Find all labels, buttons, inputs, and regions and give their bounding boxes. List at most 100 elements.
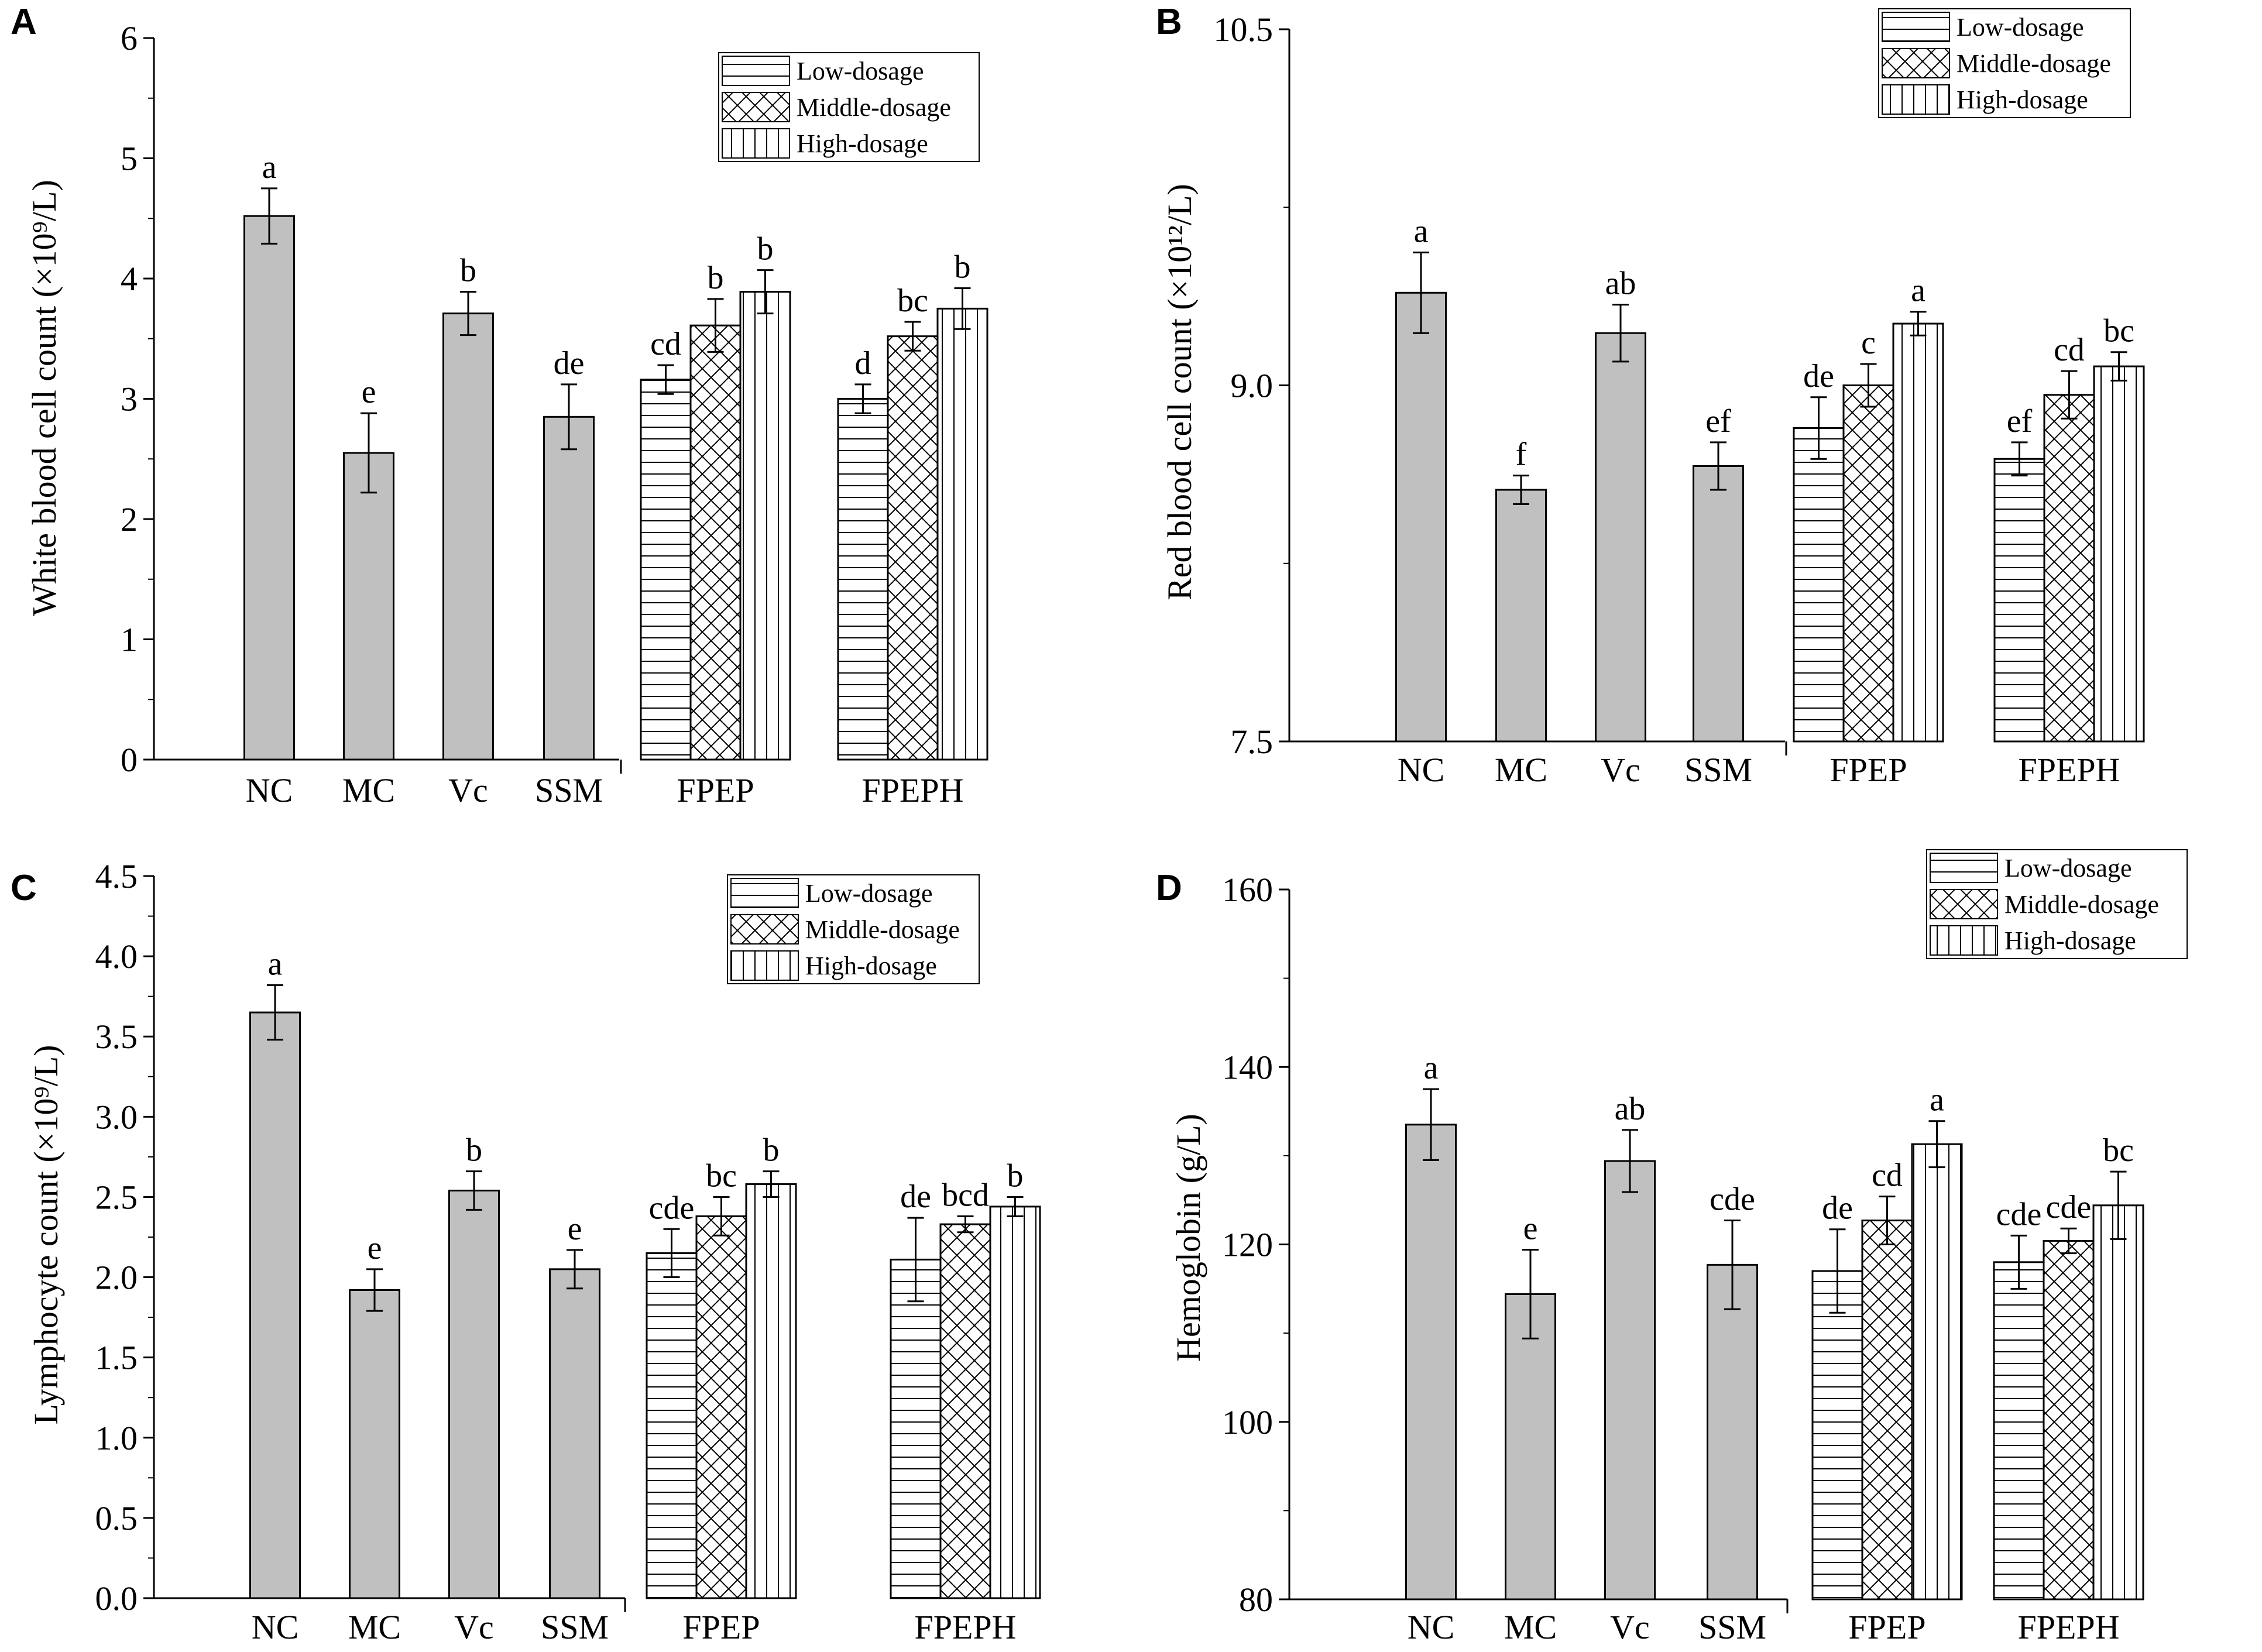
significance-label: a — [262, 149, 277, 186]
legend-swatch-middle — [1930, 889, 1998, 919]
significance-label: e — [568, 1211, 582, 1247]
legend-swatch-high — [722, 128, 790, 159]
legend-swatch-middle — [1882, 48, 1950, 78]
significance-label: e — [362, 374, 376, 410]
bar-fpeph-high — [936, 307, 988, 761]
legend-swatch-high — [1882, 84, 1950, 115]
significance-label: bc — [706, 1158, 737, 1194]
significance-label: cde — [2046, 1189, 2092, 1225]
legend-label-middle: Middle-dosage — [1956, 49, 2111, 78]
bar-fpeph-middle — [939, 1223, 991, 1599]
y-tick-label: 10.5 — [1214, 11, 1274, 49]
x-category-label: FPEPH — [914, 1608, 1016, 1646]
y-axis-title: Hemoglobin (g/L) — [1169, 1114, 1207, 1362]
x-category-label: NC — [246, 771, 293, 809]
x-category-label: FPEP — [682, 1608, 760, 1646]
x-category-label: NC — [252, 1608, 299, 1646]
significance-label: cd — [1872, 1158, 1903, 1194]
bar-ssm — [1707, 1263, 1758, 1601]
legend-label-high: High-dosage — [1956, 85, 2088, 114]
legend-swatch-low — [1930, 853, 1998, 883]
significance-label: ab — [1615, 1091, 1646, 1127]
x-category-label: Vc — [454, 1608, 494, 1646]
significance-label: cd — [650, 326, 681, 362]
legend-swatch-low — [1882, 12, 1950, 42]
significance-label: bcd — [942, 1177, 989, 1213]
panel-letter: A — [11, 2, 37, 42]
y-tick-label: 9.0 — [1231, 367, 1274, 405]
bar-ssm — [549, 1268, 600, 1599]
bar-nc — [249, 1011, 301, 1599]
significance-label: cde — [1996, 1196, 2042, 1232]
y-tick-label: 80 — [1239, 1581, 1273, 1619]
x-category-label: MC — [1504, 1608, 1557, 1646]
bar-nc — [1405, 1124, 1457, 1601]
bar-fpep-low — [640, 379, 692, 761]
bar-fpep-middle — [689, 324, 742, 761]
y-tick-label: 2.5 — [95, 1178, 138, 1216]
y-tick-label: 1.5 — [95, 1339, 138, 1377]
legend: Low-dosage Middle-dosage High-dosage — [718, 52, 980, 162]
legend-label-high: High-dosage — [805, 952, 937, 980]
x-category-label: SSM — [541, 1608, 609, 1646]
legend-label-low: Low-dosage — [1956, 13, 2084, 42]
legend-label-middle: Middle-dosage — [2004, 890, 2159, 919]
legend-swatch-low — [730, 878, 799, 908]
bar-fpeph-low — [837, 398, 889, 761]
bar-fpep-middle — [695, 1215, 747, 1599]
chart-panel-a: A White blood cell count (×10⁹/L) 0 1 2 3 4 5 6 a… — [11, 2, 988, 809]
panel-letter: B — [1156, 2, 1182, 42]
significance-label: bc — [2103, 1132, 2134, 1169]
significance-label: cde — [1710, 1182, 1755, 1218]
bar-vc — [442, 312, 494, 761]
legend-swatch-middle — [722, 92, 790, 122]
y-tick-label: 5 — [121, 140, 138, 178]
significance-label: de — [1803, 358, 1834, 394]
significance-label: b — [1007, 1158, 1024, 1194]
y-tick-label: 4.0 — [95, 937, 138, 976]
x-category-label: FPEPH — [2017, 1608, 2119, 1646]
bar-fpep-high — [739, 291, 791, 761]
x-category-label: NC — [1398, 751, 1445, 789]
y-tick-label: 3 — [121, 380, 138, 418]
bar-nc — [243, 215, 295, 761]
y-tick-label: 3.0 — [95, 1098, 138, 1136]
bar-fpep-low — [1811, 1270, 1863, 1601]
y-axis-title: Red blood cell count (×10¹²/L) — [1161, 184, 1199, 600]
bar-fpep-high — [745, 1183, 797, 1599]
bar-fpeph-low — [1993, 1261, 2045, 1601]
significance-label: ef — [2007, 403, 2033, 439]
y-tick-label: 1.0 — [95, 1419, 138, 1457]
significance-label: b — [955, 249, 971, 285]
x-category-label: MC — [342, 771, 395, 809]
y-tick-label: 2.0 — [95, 1259, 138, 1297]
x-category-label: SSM — [535, 771, 603, 809]
bar-fpeph-high — [2093, 365, 2145, 743]
y-tick-label: 3.5 — [95, 1018, 138, 1056]
panel-letter: C — [11, 868, 37, 908]
y-tick-label: 160 — [1222, 871, 1273, 909]
bar-ssm — [1693, 465, 1744, 743]
y-tick-label: 7.5 — [1231, 723, 1274, 761]
significance-label: b — [708, 260, 724, 296]
legend-label-middle: Middle-dosage — [797, 93, 951, 122]
bar-fpeph-middle — [2043, 1239, 2095, 1601]
bar-fpeph-middle — [2043, 394, 2095, 743]
significance-label: bc — [897, 283, 928, 319]
x-category-label: FPEPH — [2018, 751, 2120, 789]
bar-fpeph-low — [890, 1258, 942, 1599]
legend-label-high: High-dosage — [797, 129, 928, 158]
bar-fpep-middle — [1861, 1220, 1913, 1601]
legend-swatch-low — [722, 56, 790, 86]
chart-panel-d: D Hemoglobin (g/L) 80 100 120 140 160 a NC e MC ab V… — [1156, 849, 2188, 1646]
y-axis-title: White blood cell count (×10⁹/L) — [25, 180, 63, 616]
significance-label: a — [268, 946, 283, 982]
x-category-label: SSM — [1698, 1608, 1766, 1646]
bar-fpep-low — [1793, 427, 1845, 743]
y-tick-label: 0.5 — [95, 1499, 138, 1537]
significance-label: de — [1822, 1190, 1853, 1227]
significance-label: cd — [2054, 332, 2085, 368]
significance-label: de — [554, 345, 585, 382]
significance-label: f — [1516, 437, 1527, 473]
bar-mc — [343, 452, 394, 761]
